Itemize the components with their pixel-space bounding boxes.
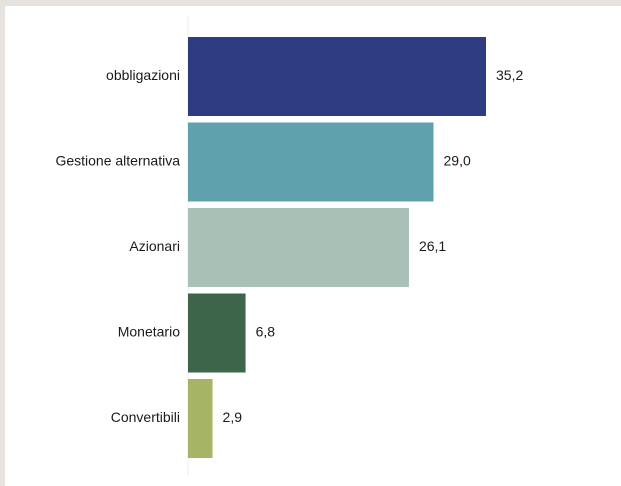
value-label-azionari: 26,1 xyxy=(419,238,446,254)
value-labels-group: 35,2 29,0 26,1 6,8 2,9 xyxy=(223,67,524,425)
category-label-obbligazioni: obbligazioni xyxy=(106,67,180,83)
bar-chart: obbligazioni Gestione alternativa Azionari… xyxy=(55,16,524,476)
chart-frame: obbligazioni Gestione alternativa Azionari… xyxy=(5,6,621,486)
value-label-monetario: 6,8 xyxy=(256,324,276,340)
value-label-convertibili: 2,9 xyxy=(223,409,243,425)
value-label-obbligazioni: 35,2 xyxy=(496,67,523,83)
bars-group xyxy=(188,37,486,458)
category-label-monetario: Monetario xyxy=(118,324,180,340)
bar-gestione-alternativa xyxy=(188,122,434,202)
value-label-gestione-alternativa: 29,0 xyxy=(444,153,471,169)
category-labels-group: obbligazioni Gestione alternativa Azionari… xyxy=(55,67,180,425)
bar-obbligazioni xyxy=(188,37,486,116)
bar-convertibili xyxy=(188,379,213,458)
bar-monetario xyxy=(188,293,246,373)
category-label-azionari: Azionari xyxy=(129,238,180,254)
category-label-convertibili: Convertibili xyxy=(111,409,180,425)
category-label-gestione-alternativa: Gestione alternativa xyxy=(55,153,180,169)
bar-azionari xyxy=(188,208,409,287)
